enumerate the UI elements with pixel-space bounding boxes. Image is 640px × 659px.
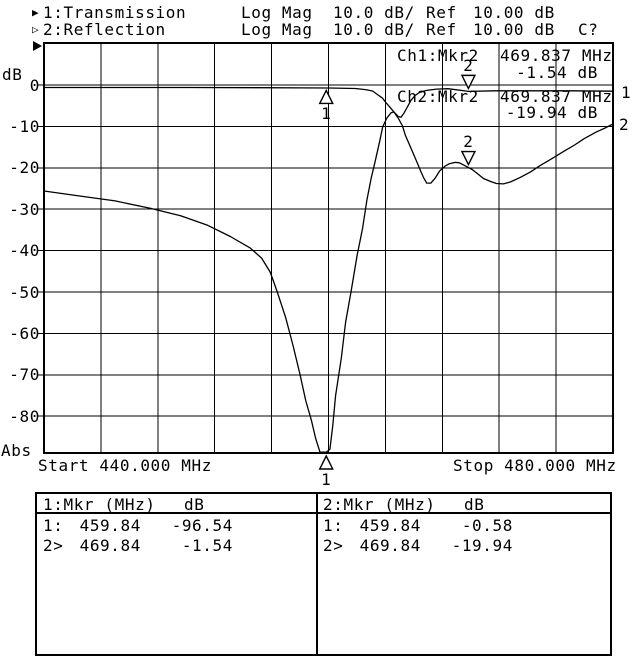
y-axis-tick-label: -60 xyxy=(9,323,40,343)
y-axis-tick-label: -70 xyxy=(9,365,40,385)
marker-table-row-value: -1.54 xyxy=(181,536,233,555)
marker-table-row-value: -19.94 xyxy=(451,536,513,555)
marker-table-row-value: -0.58 xyxy=(461,516,513,535)
reference-position-arrow-icon xyxy=(33,41,42,51)
marker-table-row-value: -96.54 xyxy=(171,516,233,535)
y-axis-tick-label: -40 xyxy=(9,241,40,261)
cal-status-indicator: C? xyxy=(578,20,599,39)
marker-table-row-id: 1: xyxy=(43,516,64,535)
marker-2-number-label: 2 xyxy=(463,55,474,75)
marker-table-1-unit: dB xyxy=(184,495,205,514)
marker-1-number-label: 1 xyxy=(321,469,332,489)
y-axis-tick-label: -30 xyxy=(9,199,40,219)
marker-table-2-title: 2:Mkr (MHz) xyxy=(323,495,436,514)
marker-table-row-id: 2> xyxy=(323,536,344,555)
marker-1-ch2-number-label: 1 xyxy=(321,103,332,123)
channel-2-arrow-icon: ▷ xyxy=(32,23,39,36)
x-axis-stop-label: Stop 480.000 MHz xyxy=(453,456,617,475)
marker-table-row-freq: 469.84 xyxy=(359,536,421,555)
y-axis-tick-label: -50 xyxy=(9,282,40,302)
marker-table-row-freq: 469.84 xyxy=(79,536,141,555)
marker-table-1-title: 1:Mkr (MHz) xyxy=(43,495,156,514)
annotation-ch1-marker-freq: 469.837 MHz xyxy=(500,46,613,65)
marker-table-row-id: 1: xyxy=(323,516,344,535)
channel-2-scale: 10.0 dB/ xyxy=(333,20,415,39)
y-axis-tick-label: -80 xyxy=(9,406,40,426)
annotation-ch1-marker-value: -1.54 dB xyxy=(516,63,598,82)
marker-table-2-unit: dB xyxy=(464,495,485,514)
channel-1-ref-label: Ref xyxy=(426,3,457,22)
marker-table-row-freq: 459.84 xyxy=(79,516,141,535)
marker-triangle-ch2-mkr2 xyxy=(460,150,477,167)
marker-triangle-ch1-mkr2 xyxy=(460,74,477,90)
channel-1-label: 1:Transmission xyxy=(43,3,187,22)
channel-1-ref-value: 10.00 dB xyxy=(473,3,555,22)
channel-2-label: 2:Reflection xyxy=(43,20,166,39)
trace-transmission xyxy=(44,88,613,453)
annotation-ch2-marker-freq: 469.837 MHz xyxy=(500,87,613,106)
marker-triangle-ch1-mkr1 xyxy=(318,454,334,470)
channel-1-scale: 10.0 dB/ xyxy=(333,3,415,22)
y-axis-tick-label: -20 xyxy=(9,158,40,178)
plot-border xyxy=(43,42,614,454)
channel-2-format: Log Mag xyxy=(241,20,313,39)
y-axis-unit-label: dB xyxy=(2,65,23,84)
channel-1-active-arrow-icon: ▶ xyxy=(32,6,39,19)
annotation-ch1-marker-label: Ch1:Mkr2 xyxy=(397,46,479,65)
marker-table-row-id: 2> xyxy=(43,536,64,555)
marker-table-row-freq: 459.84 xyxy=(359,516,421,535)
channel-1-format: Log Mag xyxy=(241,3,313,22)
trace-reflection xyxy=(44,86,613,185)
channel-2-ref-label: Ref xyxy=(426,20,457,39)
annotation-ch2-marker-value: -19.94 dB xyxy=(505,103,598,122)
y-axis-tick-label: 0 xyxy=(29,75,40,95)
trace-1-end-label: 1 xyxy=(621,83,632,102)
marker-table-box xyxy=(35,492,612,656)
annotation-ch2-marker-label: Ch2:Mkr2 xyxy=(397,87,479,106)
marker-2-ch2-number-label: 2 xyxy=(463,132,474,152)
y-axis-mode-label: Abs xyxy=(1,441,32,460)
marker-triangle-ch2-mkr1 xyxy=(318,88,334,105)
y-axis-tick-label: -10 xyxy=(9,116,40,136)
x-axis-start-label: Start 440.000 MHz xyxy=(38,456,212,475)
grid-lines xyxy=(37,43,613,453)
channel-2-ref-value: 10.00 dB xyxy=(473,20,555,39)
trace-2-end-label: 2 xyxy=(619,115,630,134)
